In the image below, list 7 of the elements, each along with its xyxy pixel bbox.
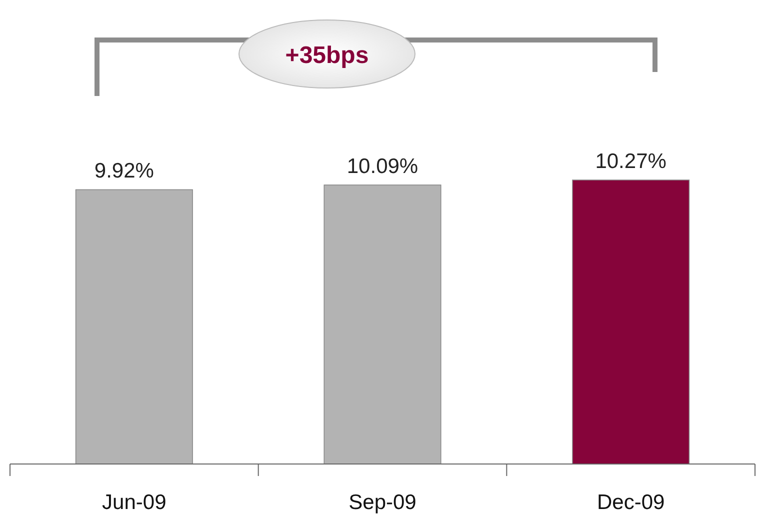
- data-label: 10.09%: [346, 154, 418, 178]
- data-label: 10.27%: [595, 150, 666, 173]
- x-tick-label: Jun-09: [102, 490, 166, 514]
- x-tick-label: Dec-09: [596, 490, 665, 514]
- data-label: 9.92%: [94, 160, 154, 183]
- x-tick-label: Sep-09: [348, 490, 416, 514]
- text: +35bps: [285, 42, 369, 69]
